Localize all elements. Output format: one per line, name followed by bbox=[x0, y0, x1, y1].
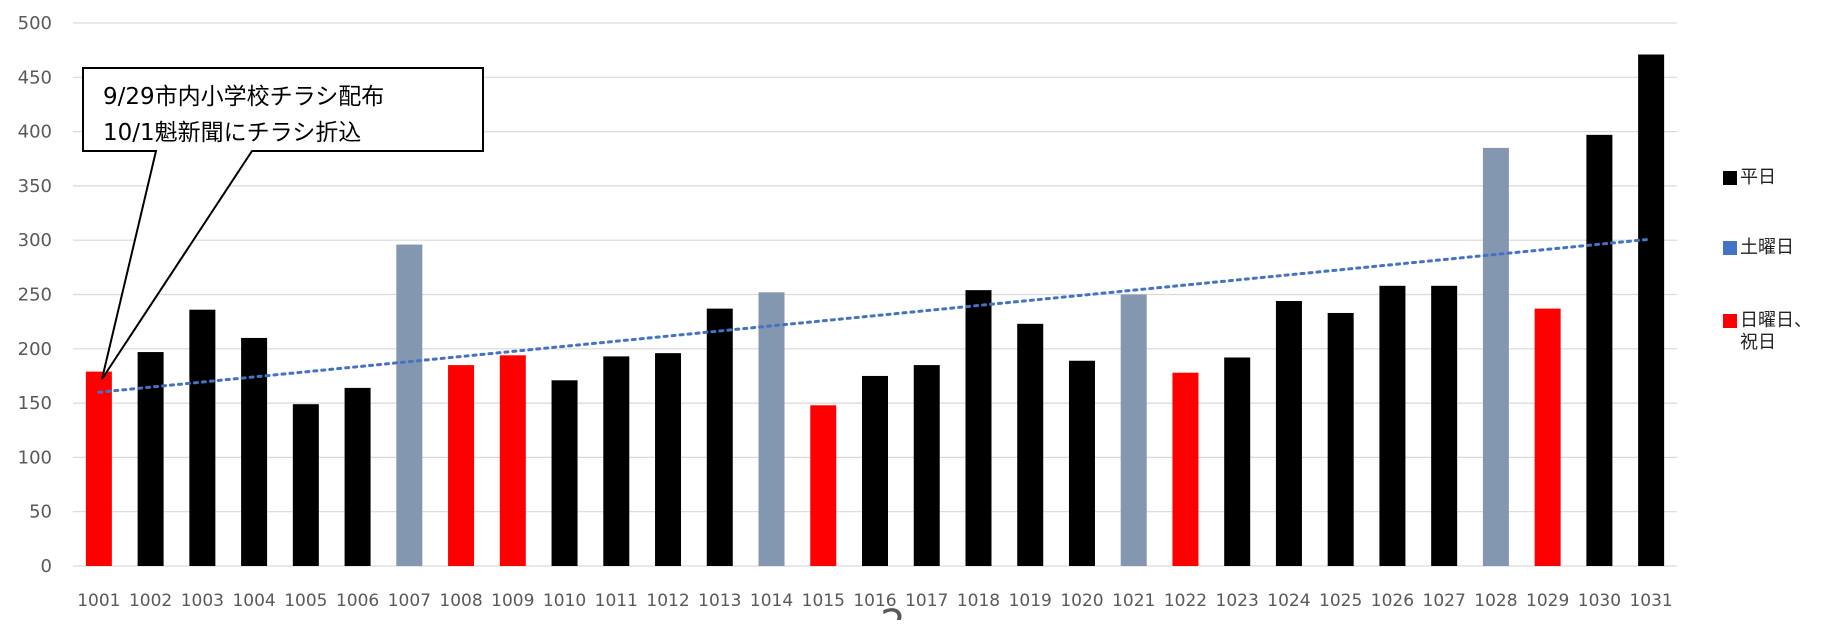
legend-label-weekday: 平日 bbox=[1740, 167, 1776, 188]
x-tick-label: 1013 bbox=[698, 591, 741, 611]
bar-1004 bbox=[241, 337, 268, 566]
x-tick-label: 1020 bbox=[1060, 591, 1103, 611]
y-tick-label: 300 bbox=[18, 230, 52, 251]
x-tick-label: 1025 bbox=[1319, 591, 1362, 611]
x-tick-label: 1004 bbox=[232, 591, 275, 611]
legend-label-saturday: 土曜日 bbox=[1740, 237, 1794, 258]
bar-1012 bbox=[655, 353, 682, 566]
x-tick-label: 1003 bbox=[181, 591, 224, 611]
bar-1001 bbox=[85, 371, 112, 566]
bar-1014 bbox=[758, 292, 785, 566]
legend-item-holiday: 日曜日、 祝日 bbox=[1723, 310, 1812, 354]
x-tick-label: 1023 bbox=[1216, 591, 1259, 611]
bar-1025 bbox=[1327, 312, 1354, 566]
y-tick-label: 500 bbox=[18, 13, 52, 34]
bars bbox=[85, 54, 1665, 567]
x-tick-label: 1017 bbox=[905, 591, 948, 611]
x-tick-label: 1012 bbox=[646, 591, 689, 611]
x-tick-label: 1022 bbox=[1164, 591, 1207, 611]
x-tick-label: 1030 bbox=[1578, 591, 1621, 611]
x-tick-label: 1002 bbox=[129, 591, 172, 611]
y-tick-label: 250 bbox=[18, 285, 52, 306]
y-tick-label: 150 bbox=[18, 393, 52, 414]
bar-1010 bbox=[551, 380, 578, 566]
x-tick-label: 1028 bbox=[1474, 591, 1517, 611]
legend-swatch-holiday bbox=[1723, 314, 1737, 328]
bar-1020 bbox=[1068, 360, 1095, 566]
bar-1030 bbox=[1586, 134, 1613, 566]
bar-1008 bbox=[448, 365, 475, 566]
x-tick-label: 1001 bbox=[77, 591, 120, 611]
bar-1005 bbox=[292, 404, 319, 566]
x-tick-label: 1006 bbox=[336, 591, 379, 611]
x-tick-label: 1024 bbox=[1267, 591, 1310, 611]
x-tick-label: 1016 bbox=[853, 591, 896, 611]
bar-1027 bbox=[1431, 285, 1458, 566]
trendline-group bbox=[97, 237, 1653, 394]
bar-1016 bbox=[862, 375, 888, 566]
x-tick-label: 1027 bbox=[1423, 591, 1466, 611]
page-number: 2 bbox=[880, 602, 905, 620]
y-axis-tick-labels: 0 50 100 150 200 250 300 350 400 450 500 bbox=[18, 13, 52, 577]
x-tick-label: 1029 bbox=[1526, 591, 1569, 611]
bar-1002 bbox=[137, 352, 164, 566]
bar-1009 bbox=[499, 355, 526, 566]
legend-label-holiday: 日曜日、 祝日 bbox=[1740, 310, 1812, 353]
bar-1006 bbox=[344, 387, 371, 566]
x-tick-label: 1014 bbox=[750, 591, 793, 611]
bar-1026 bbox=[1379, 285, 1406, 566]
legend-swatch-weekday bbox=[1723, 171, 1737, 185]
x-tick-label: 1009 bbox=[491, 591, 534, 611]
x-tick-label: 1008 bbox=[439, 591, 482, 611]
x-tick-label: 1015 bbox=[802, 591, 845, 611]
x-tick-label: 1018 bbox=[957, 591, 1000, 611]
bar-1003 bbox=[189, 309, 216, 566]
bar-1015 bbox=[810, 405, 837, 566]
bar-1024 bbox=[1275, 301, 1302, 566]
gridlines bbox=[73, 22, 1677, 567]
bar-1023 bbox=[1224, 357, 1251, 566]
bar-1011 bbox=[603, 356, 630, 566]
y-tick-label: 200 bbox=[18, 339, 52, 360]
x-tick-label: 1005 bbox=[284, 591, 327, 611]
callout-box bbox=[82, 67, 484, 380]
y-tick-label: 350 bbox=[18, 176, 52, 197]
x-tick-label: 1031 bbox=[1629, 591, 1672, 611]
bar-1019 bbox=[1017, 323, 1044, 566]
bar-1028 bbox=[1482, 147, 1509, 566]
bar-1007 bbox=[396, 244, 423, 566]
bar-1022 bbox=[1172, 372, 1199, 566]
callout-line-1: 9/29市内小学校チラシ配布 bbox=[103, 84, 384, 110]
x-axis-tick-labels: 1001 1002 1003 1004 1005 1006 1007 1008 1009 1010… bbox=[77, 591, 1673, 611]
callout: 9/29市内小学校チラシ配布 10/1魁新聞にチラシ折込 bbox=[82, 67, 484, 380]
x-tick-label: 1019 bbox=[1009, 591, 1052, 611]
x-tick-label: 1010 bbox=[543, 591, 586, 611]
y-tick-label: 450 bbox=[18, 67, 52, 88]
bar-1031 bbox=[1638, 54, 1665, 567]
bar-1021 bbox=[1120, 294, 1147, 566]
bar-1029 bbox=[1534, 308, 1561, 566]
y-tick-label: 400 bbox=[18, 122, 52, 143]
y-tick-label: 0 bbox=[41, 556, 52, 577]
x-tick-label: 1026 bbox=[1371, 591, 1414, 611]
y-tick-label: 50 bbox=[29, 502, 52, 523]
callout-line-2: 10/1魁新聞にチラシ折込 bbox=[103, 120, 361, 146]
y-tick-label: 100 bbox=[18, 447, 52, 468]
legend-item-weekday: 平日 bbox=[1723, 167, 1776, 189]
bar-1018 bbox=[965, 290, 992, 566]
x-tick-label: 1021 bbox=[1112, 591, 1155, 611]
trendline bbox=[97, 237, 1653, 394]
x-tick-label: 1011 bbox=[595, 591, 638, 611]
bar-1017 bbox=[913, 365, 940, 566]
x-tick-label: 1007 bbox=[388, 591, 431, 611]
bar-1013 bbox=[706, 308, 733, 566]
legend-swatch-saturday bbox=[1723, 241, 1737, 255]
legend-item-saturday: 土曜日 bbox=[1723, 237, 1794, 259]
